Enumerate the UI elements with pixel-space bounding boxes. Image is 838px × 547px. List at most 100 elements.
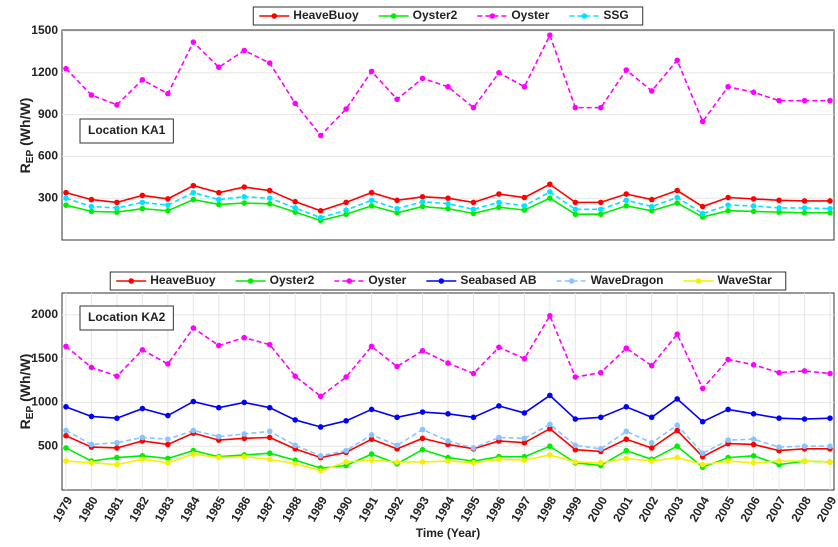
data-point — [572, 442, 579, 449]
data-point — [114, 439, 120, 446]
data-point — [725, 83, 731, 90]
data-point — [547, 195, 553, 201]
data-point — [317, 207, 324, 214]
data-point — [470, 445, 477, 451]
data-point — [63, 202, 69, 208]
y-tick-label: 500 — [38, 438, 58, 452]
data-point — [241, 200, 248, 206]
data-point — [648, 203, 655, 210]
legend-label: Seabased AB — [460, 273, 537, 287]
data-point — [114, 461, 120, 468]
data-point — [114, 209, 120, 215]
y-tick-label: 1500 — [31, 351, 58, 365]
legend-label: SSG — [603, 8, 628, 22]
data-point — [139, 205, 146, 212]
data-point — [470, 460, 477, 466]
data-point — [801, 97, 808, 104]
x-tick-label: 1988 — [279, 494, 305, 524]
data-point — [572, 104, 579, 111]
data-point — [165, 412, 171, 419]
data-point — [419, 347, 426, 354]
legend-marker — [581, 13, 588, 19]
data-point — [750, 196, 757, 202]
x-tick-label: 1990 — [330, 494, 356, 524]
annotation: Location KA2 — [88, 310, 166, 324]
data-point — [827, 210, 833, 216]
data-point — [190, 451, 197, 457]
y-label-unit: (Wh/W) — [17, 354, 33, 402]
x-tick-label: 1992 — [381, 494, 407, 524]
y-label-unit: (Wh/W) — [17, 98, 33, 146]
data-point — [470, 199, 477, 206]
data-point — [368, 457, 375, 464]
legend: HeaveBuoy Oyster2 Oyster SSG — [252, 6, 644, 26]
data-point — [827, 205, 833, 212]
data-point — [572, 459, 579, 465]
data-point — [190, 39, 197, 45]
data-point — [725, 458, 731, 464]
data-point — [750, 441, 757, 448]
data-point — [648, 414, 655, 421]
annotation: Location KA1 — [88, 123, 166, 137]
data-point — [496, 70, 502, 76]
data-point — [648, 458, 655, 464]
data-point — [114, 102, 120, 108]
data-point — [674, 427, 680, 434]
data-point — [139, 434, 146, 441]
x-tick-label: 1980 — [75, 494, 101, 524]
data-point — [63, 432, 69, 439]
data-point — [63, 458, 69, 464]
x-tick-label: 2003 — [661, 494, 687, 524]
legend-marker — [271, 13, 278, 19]
y-tick-label: 600 — [38, 149, 58, 163]
data-point — [394, 96, 400, 103]
data-point — [216, 201, 222, 208]
data-point — [241, 47, 248, 54]
data-point — [292, 373, 299, 379]
data-point — [801, 443, 808, 450]
data-point — [292, 417, 299, 423]
data-point — [139, 347, 146, 353]
data-point — [598, 206, 604, 213]
data-point — [598, 369, 604, 376]
data-point — [496, 456, 502, 463]
data-point — [623, 345, 630, 351]
data-point — [394, 363, 400, 370]
data-point — [725, 207, 731, 214]
data-point — [394, 197, 400, 204]
data-point — [266, 456, 273, 463]
data-point — [190, 398, 197, 405]
y-label-sub: EP — [25, 406, 36, 420]
legend-label: WaveDragon — [591, 273, 664, 287]
data-point — [88, 364, 95, 371]
data-point — [266, 200, 273, 207]
y-tick-label: 1200 — [31, 65, 58, 79]
data-point — [266, 404, 273, 411]
data-point — [674, 443, 680, 450]
legend-marker — [568, 278, 575, 284]
legend-label: Oyster2 — [413, 8, 458, 22]
data-point — [317, 424, 324, 430]
data-point — [63, 195, 69, 201]
y-label-sub: EP — [25, 150, 36, 164]
data-point — [725, 406, 731, 413]
x-tick-label: 2006 — [737, 494, 763, 524]
data-point — [674, 454, 680, 461]
legend-label: HeaveBuoy — [293, 8, 359, 22]
data-point — [648, 439, 655, 446]
data-point — [368, 197, 375, 204]
data-point — [699, 118, 706, 125]
x-tick-label: 1994 — [432, 494, 458, 524]
data-point — [623, 191, 630, 197]
data-point — [165, 441, 171, 448]
legend-marker — [128, 278, 135, 284]
legend-label: Oyster — [511, 8, 549, 22]
y-label-main: R — [17, 163, 33, 173]
data-point — [216, 342, 222, 349]
data-point — [63, 445, 69, 451]
data-point — [241, 435, 248, 442]
data-point — [623, 404, 630, 410]
data-point — [521, 435, 528, 442]
data-point — [750, 361, 757, 368]
